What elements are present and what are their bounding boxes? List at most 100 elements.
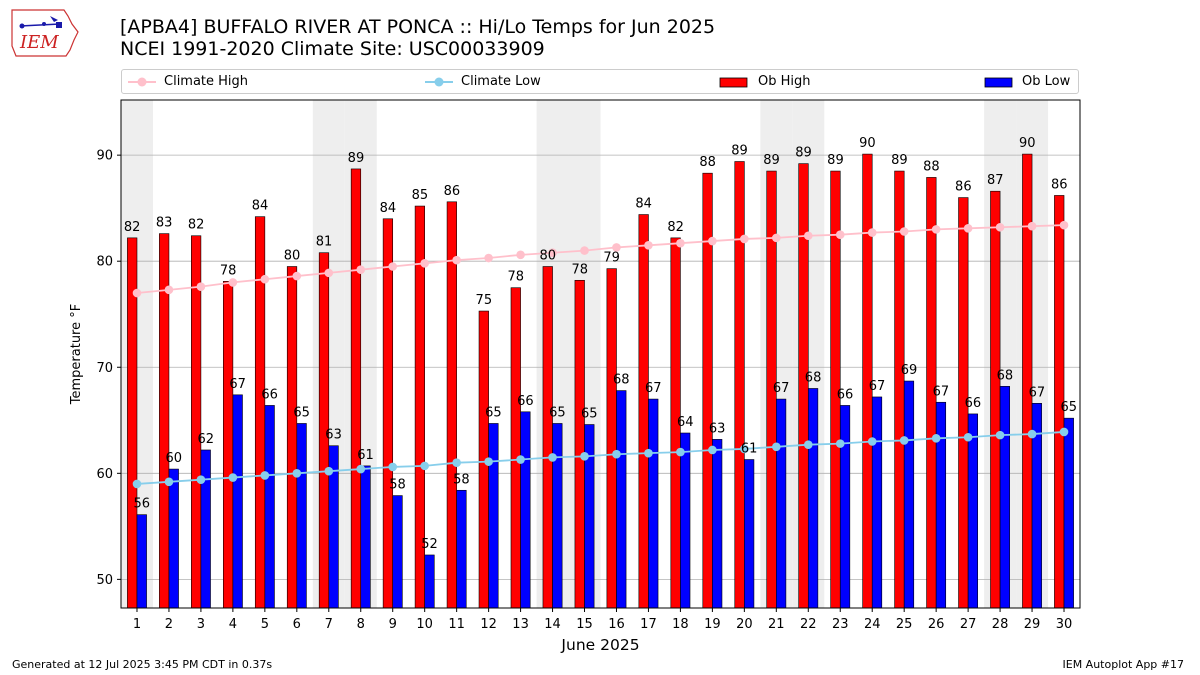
ob-low-bar bbox=[456, 489, 467, 609]
y-tick-label: 90 bbox=[96, 149, 113, 164]
ob-high-bar bbox=[222, 281, 234, 609]
legend-label-climate-low: Climate Low bbox=[461, 74, 541, 89]
climate-low-point bbox=[452, 458, 461, 468]
climate-high-point bbox=[548, 248, 557, 258]
climate-low-point bbox=[516, 455, 525, 464]
legend-label-ob-high: Ob High bbox=[758, 74, 811, 89]
climate-high-point bbox=[899, 227, 909, 236]
y-tick-label: 60 bbox=[96, 467, 113, 482]
climate-high-point bbox=[324, 268, 334, 278]
ob-low-bar bbox=[136, 514, 147, 609]
x-tick-label: 12 bbox=[480, 617, 497, 632]
ob-low-label: 65 bbox=[485, 405, 502, 420]
climate-high-point bbox=[228, 278, 238, 287]
app-label: IEM Autoplot App #17 bbox=[1062, 658, 1185, 671]
climate-high-point bbox=[963, 224, 973, 233]
ob-high-bar bbox=[382, 218, 394, 609]
climate-high-point bbox=[676, 238, 685, 248]
ob-low-bar bbox=[744, 459, 755, 609]
x-tick-label: 20 bbox=[736, 617, 753, 632]
ob-low-bar bbox=[232, 394, 243, 609]
climate-low-point bbox=[803, 440, 813, 449]
legend-ob-high-swatch bbox=[719, 77, 748, 88]
ob-low-label: 56 bbox=[134, 497, 151, 512]
ob-high-bar bbox=[638, 214, 649, 609]
ob-low-label: 52 bbox=[421, 537, 438, 552]
x-tick-label: 13 bbox=[512, 617, 529, 632]
ob-high-label: 88 bbox=[699, 155, 716, 170]
climate-low-point bbox=[484, 457, 493, 466]
climate-high-point bbox=[132, 288, 142, 298]
ob-low-bar bbox=[648, 398, 659, 609]
ob-low-label: 64 bbox=[677, 415, 694, 430]
chart-legend: Climate High Climate Low Ob High Ob Low bbox=[121, 69, 1079, 94]
ob-high-bar bbox=[734, 161, 745, 609]
x-tick-label: 22 bbox=[800, 617, 817, 632]
legend-climate-low-marker bbox=[425, 77, 453, 87]
ob-low-bar bbox=[1063, 417, 1074, 609]
climate-low-point bbox=[612, 449, 621, 459]
x-tick-label: 29 bbox=[1024, 617, 1041, 632]
ob-high-label: 82 bbox=[667, 220, 684, 235]
ob-low-label: 67 bbox=[869, 379, 886, 394]
climate-low-point bbox=[963, 432, 973, 442]
ob-high-label: 89 bbox=[763, 153, 780, 168]
climate-high-point bbox=[740, 234, 749, 244]
y-tick-label: 70 bbox=[96, 361, 113, 376]
climate-high-point bbox=[1059, 220, 1069, 230]
climate-high-point bbox=[164, 285, 174, 295]
x-axis-label: June 2025 bbox=[560, 636, 639, 654]
ob-low-label: 67 bbox=[229, 377, 246, 392]
climate-low-point bbox=[388, 462, 398, 472]
climate-high-point bbox=[452, 255, 461, 265]
ob-low-label: 62 bbox=[197, 432, 214, 447]
x-tick-label: 30 bbox=[1056, 617, 1073, 632]
ob-high-label: 90 bbox=[859, 136, 876, 151]
climate-high-point bbox=[835, 230, 845, 239]
climate-high-point bbox=[196, 282, 206, 291]
climate-low-point bbox=[644, 448, 653, 458]
legend-climate-high-marker bbox=[128, 77, 156, 87]
title-line-1: [APBA4] BUFFALO RIVER AT PONCA :: Hi/Lo … bbox=[120, 16, 716, 38]
climate-high-point bbox=[484, 253, 493, 263]
climate-high-point bbox=[931, 225, 941, 234]
ob-high-bar bbox=[894, 170, 905, 609]
ob-low-label: 65 bbox=[293, 405, 310, 420]
ob-low-label: 65 bbox=[581, 407, 598, 422]
ob-low-bar bbox=[296, 423, 307, 609]
ob-low-label: 58 bbox=[389, 478, 406, 493]
x-tick-label: 18 bbox=[672, 617, 689, 632]
climate-high-point bbox=[516, 250, 525, 260]
x-tick-label: 5 bbox=[261, 617, 269, 632]
ob-low-label: 67 bbox=[1029, 385, 1046, 400]
ob-low-bar bbox=[839, 405, 851, 609]
iem-logo: IEM bbox=[8, 6, 82, 60]
x-tick-label: 3 bbox=[197, 617, 205, 632]
y-tick-label: 80 bbox=[96, 255, 113, 270]
climate-low-point bbox=[867, 437, 877, 446]
ob-high-bar bbox=[350, 168, 362, 609]
ob-low-bar bbox=[488, 423, 499, 609]
x-tick-label: 25 bbox=[896, 617, 913, 632]
climate-high-point bbox=[644, 240, 653, 250]
ob-high-label: 89 bbox=[891, 153, 908, 168]
climate-high-point bbox=[388, 262, 398, 271]
ob-low-bar bbox=[168, 468, 179, 609]
climate-high-point bbox=[420, 259, 429, 268]
ob-high-label: 81 bbox=[316, 235, 333, 250]
climate-low-point bbox=[164, 477, 174, 487]
ob-high-bar bbox=[574, 279, 585, 609]
ob-low-label: 61 bbox=[357, 448, 374, 463]
climate-high-point bbox=[292, 271, 302, 281]
x-tick-label: 2 bbox=[165, 617, 173, 632]
y-axis-label: Temperature °F bbox=[69, 304, 84, 405]
climate-high-point bbox=[995, 222, 1005, 232]
ob-high-label: 89 bbox=[827, 153, 844, 168]
ob-high-label: 79 bbox=[603, 251, 620, 266]
ob-high-label: 78 bbox=[508, 270, 525, 285]
plot-frame bbox=[120, 99, 1081, 609]
climate-low-point bbox=[835, 439, 845, 448]
chart-title: [APBA4] BUFFALO RIVER AT PONCA :: Hi/Lo … bbox=[120, 16, 715, 60]
ob-low-bar bbox=[903, 380, 915, 609]
ob-low-bar bbox=[584, 424, 595, 609]
